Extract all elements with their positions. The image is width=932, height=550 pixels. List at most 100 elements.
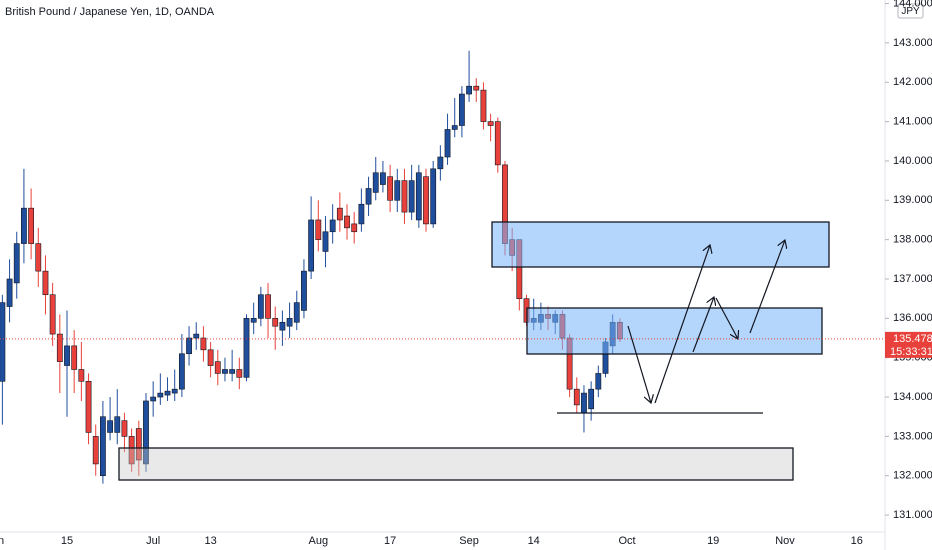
candle-body: [401, 180, 408, 213]
candle-body: [135, 428, 142, 461]
candle-body: [150, 396, 157, 402]
candle-body: [387, 176, 393, 201]
candle-body: [336, 207, 343, 221]
x-tick-label: Jun: [0, 535, 4, 547]
candle-body: [408, 180, 415, 213]
candle-body: [265, 294, 271, 319]
chart-title: British Pound / Japanese Yen, 1D, OANDA: [5, 6, 215, 18]
candle-body: [487, 121, 494, 126]
candle-body: [178, 353, 185, 390]
x-tick-label: 14: [528, 535, 540, 547]
candle-body: [64, 345, 70, 366]
y-tick-label: 133.000: [893, 430, 932, 442]
y-tick-label: 144.000: [893, 0, 932, 9]
candle-body: [394, 180, 401, 201]
y-tick-label: 131.000: [893, 509, 932, 521]
candle-body: [494, 121, 501, 166]
candle-body: [365, 188, 372, 205]
candle-body: [250, 318, 257, 323]
currency-badge[interactable]: [897, 3, 924, 19]
last-price-label: 135.478: [893, 333, 932, 345]
candle-body: [56, 333, 63, 362]
y-tick-label: 136.000: [893, 312, 932, 324]
candle-body: [100, 416, 106, 477]
candle-body: [437, 156, 444, 170]
candle-body: [85, 380, 92, 433]
candle-body: [229, 369, 236, 374]
candle-body: [222, 369, 228, 374]
x-tick-label: 17: [384, 535, 396, 547]
drawings: [118, 221, 830, 481]
candle-body: [466, 85, 472, 95]
candle-body: [164, 390, 171, 396]
candle-body: [107, 420, 113, 433]
candle-body: [236, 369, 243, 378]
candle-body: [480, 89, 487, 122]
arrow: [627, 325, 651, 403]
x-tick-label: 16: [851, 535, 863, 547]
candle-body: [42, 270, 49, 296]
y-tick-label: 132.000: [893, 470, 932, 482]
candle-body: [423, 176, 429, 225]
candle-body: [6, 278, 13, 307]
candle-body: [279, 321, 286, 331]
candle-body: [207, 349, 214, 366]
candle-body: [200, 337, 207, 351]
candle-body: [473, 85, 480, 91]
arrow: [715, 297, 738, 339]
candle-body: [143, 400, 149, 465]
candle-body: [458, 93, 465, 126]
candle-body: [286, 318, 293, 327]
y-tick-label: 137.000: [893, 273, 932, 285]
candle-body: [293, 302, 300, 323]
candle-body: [13, 243, 20, 284]
candle-body: [71, 345, 78, 370]
candle-body: [243, 318, 250, 378]
x-tick-label: 13: [204, 535, 216, 547]
candle-body: [171, 388, 178, 394]
candle-body: [329, 219, 336, 233]
x-tick-label: Aug: [309, 535, 329, 547]
arrow: [749, 240, 785, 334]
y-tick-label: 140.000: [893, 155, 932, 167]
candle-body: [315, 219, 322, 240]
candle-body: [595, 373, 602, 390]
x-tick-label: Oct: [618, 535, 635, 547]
candle-body: [21, 207, 27, 244]
candle-body: [272, 318, 279, 327]
x-tick-label: 15: [61, 535, 73, 547]
candle-body: [372, 172, 379, 193]
y-tick-label: 138.000: [893, 234, 932, 246]
candle-body: [415, 172, 422, 221]
candle-body: [121, 420, 128, 437]
candle-body: [92, 436, 99, 465]
candle-body: [344, 215, 350, 229]
y-tick-label: 142.000: [893, 76, 932, 88]
candle-body: [0, 302, 6, 382]
arrow: [654, 245, 710, 404]
arrow: [692, 297, 714, 353]
candle-body: [35, 243, 42, 272]
y-tick-label: 134.000: [893, 391, 932, 403]
candle-body: [114, 416, 121, 433]
supply-zone: [491, 221, 830, 268]
candle-body: [301, 270, 307, 311]
demand-zone: [118, 447, 794, 481]
y-tick-label: 143.000: [893, 37, 932, 49]
candle-body: [214, 361, 221, 374]
candle-body: [444, 129, 451, 158]
candle-body: [380, 172, 386, 185]
candle-body: [78, 369, 85, 382]
candle-body: [157, 392, 164, 398]
candle-body: [358, 203, 365, 225]
candle-body: [430, 168, 437, 225]
currency: JPY: [901, 6, 920, 17]
y-tick-label: 139.000: [893, 194, 932, 206]
candle-body: [581, 392, 587, 414]
last-price-tag: [885, 331, 932, 358]
candle-body: [308, 219, 315, 272]
plot-area: [0, 50, 623, 484]
countdown-label: 15:33:31: [890, 346, 932, 358]
candle-body: [451, 125, 458, 130]
